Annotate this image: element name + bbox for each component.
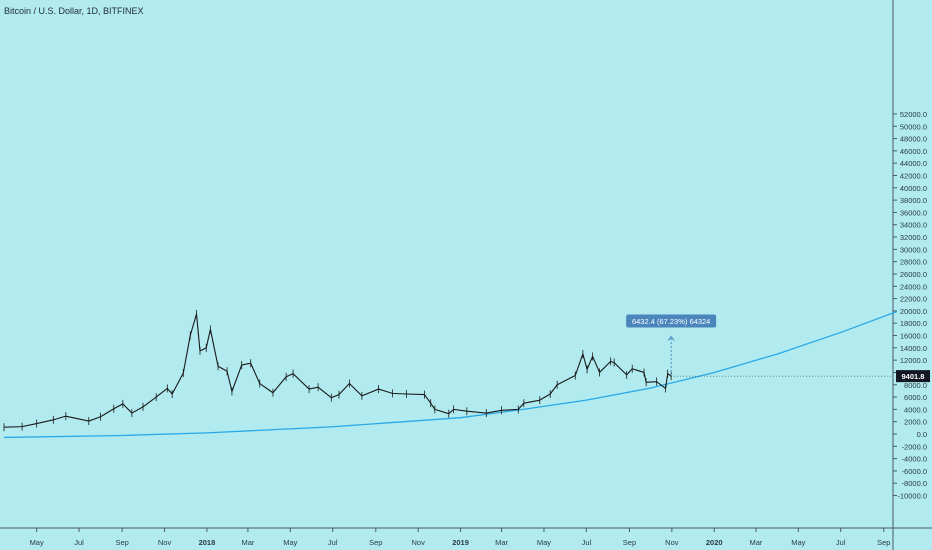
chart-title: Bitcoin / U.S. Dollar, 1D, BITFINEX [4,6,144,16]
last-price-label: 9401.8 [902,372,925,381]
x-tick-label: May [791,538,805,547]
y-tick-label: 6000.0 [904,393,927,402]
y-tick-label: 52000.0 [900,110,927,119]
y-tick-label: 8000.0 [904,381,927,390]
last-price-box [896,370,930,383]
x-tick-label: 2018 [199,538,216,547]
x-tick-label: May [30,538,44,547]
y-tick-label: 40000.0 [900,184,927,193]
y-tick-label: 44000.0 [900,159,927,168]
y-tick-label: 14000.0 [900,344,927,353]
price-series [3,313,672,428]
y-tick-label: 50000.0 [900,122,927,131]
y-tick-label: 4000.0 [904,405,927,414]
y-tick-label: 38000.0 [900,196,927,205]
x-tick-label: Sep [369,538,382,547]
x-tick-label: May [283,538,297,547]
y-tick-label: -6000.0 [902,467,927,476]
y-tick-label: 24000.0 [900,282,927,291]
y-tick-label: 0.0 [917,430,927,439]
x-tick-label: Mar [241,538,254,547]
x-tick-label: 2020 [706,538,723,547]
y-tick-label: 32000.0 [900,233,927,242]
y-tick-label: -4000.0 [902,455,927,464]
measure-box [626,314,717,328]
y-tick-label: 20000.0 [900,307,927,316]
x-tick-label: Sep [877,538,890,547]
y-tick-label: 26000.0 [900,270,927,279]
x-tick-label: Nov [665,538,679,547]
curve-series [3,310,898,439]
y-tick-label: 18000.0 [900,319,927,328]
y-tick-label: 30000.0 [900,245,927,254]
y-tick-label: 34000.0 [900,221,927,230]
x-tick-label: May [537,538,551,547]
y-tick-label: 36000.0 [900,208,927,217]
y-tick-label: 16000.0 [900,332,927,341]
x-tick-label: Nov [412,538,426,547]
x-tick-label: Mar [495,538,508,547]
x-tick-label: Sep [115,538,128,547]
x-tick-label: Sep [623,538,636,547]
measure-arrow [667,335,675,341]
x-tick-label: Jul [74,538,84,547]
x-tick-label: Mar [749,538,762,547]
y-tick-label: 48000.0 [900,135,927,144]
x-tick-label: 2019 [452,538,469,547]
y-tick-label: -10000.0 [897,492,927,501]
y-tick-label: -2000.0 [902,442,927,451]
y-tick-label: 2000.0 [904,418,927,427]
y-tick-label: 46000.0 [900,147,927,156]
x-tick-label: Jul [836,538,846,547]
x-tick-label: Nov [158,538,172,547]
measure-label: 6432.4 (67.23%) 64324 [632,317,710,326]
y-tick-label: 22000.0 [900,295,927,304]
y-tick-label: 12000.0 [900,356,927,365]
x-tick-label: Jul [328,538,338,547]
y-tick-label: -8000.0 [902,479,927,488]
y-tick-label: 28000.0 [900,258,927,267]
x-tick-label: Jul [582,538,592,547]
y-tick-label: 42000.0 [900,171,927,180]
